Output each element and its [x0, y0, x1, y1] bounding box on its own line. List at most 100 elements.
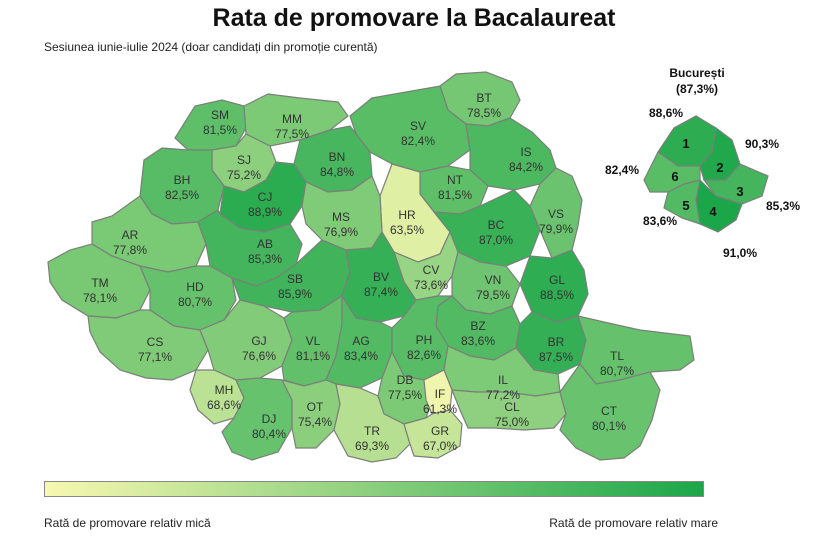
county-value-label: 76,6%	[242, 349, 276, 363]
county-value-label: 68,6%	[207, 398, 241, 412]
county-code-label: GJ	[251, 334, 266, 348]
county-code-label: DJ	[262, 412, 277, 426]
county-code-label: BC	[488, 218, 505, 232]
county-value-label: 77,5%	[388, 388, 422, 402]
county-value-label: 78,1%	[83, 291, 117, 305]
legend-gradient-bar	[44, 481, 704, 497]
county-tm	[47, 243, 151, 319]
county-code-label: HD	[186, 280, 204, 294]
county-value-label: 69,3%	[355, 439, 389, 453]
county-value-label: 67,0%	[423, 439, 457, 453]
county-value-label: 79,9%	[539, 222, 573, 236]
county-code-label: MH	[215, 383, 234, 397]
county-code-label: CV	[423, 263, 440, 277]
county-code-label: VS	[548, 207, 564, 221]
county-vs	[529, 167, 583, 259]
county-code-label: CT	[601, 404, 618, 418]
county-code-label: SB	[287, 272, 303, 286]
counties-layer	[47, 71, 695, 463]
sector-number-label: 4	[709, 204, 717, 219]
sector-value-label: 91,0%	[723, 246, 757, 260]
sector-number-label: 6	[671, 169, 678, 184]
county-code-label: CL	[504, 400, 520, 414]
county-dj	[221, 377, 293, 461]
county-code-label: CJ	[258, 190, 273, 204]
county-code-label: SJ	[237, 153, 251, 167]
county-gl	[519, 249, 589, 323]
county-ag	[325, 293, 393, 389]
county-cs	[87, 309, 209, 381]
bucharest-total: (87,3%)	[676, 82, 718, 96]
sector-value-label: 82,4%	[605, 163, 639, 177]
county-value-label: 82,5%	[165, 188, 199, 202]
county-value-label: 63,5%	[390, 223, 424, 237]
bucharest-inset: București (87,3%) 1 88,6% 2 90,3% 3 85,3% 4 91,…	[605, 66, 800, 260]
county-value-label: 82,6%	[407, 348, 441, 362]
county-value-label: 84,8%	[320, 165, 354, 179]
county-value-label: 78,5%	[467, 106, 501, 120]
county-value-label: 80,7%	[178, 295, 212, 309]
county-code-label: SV	[410, 119, 426, 133]
sector-number-label: 3	[736, 184, 743, 199]
legend-low-label: Rată de promovare relativ mică	[44, 516, 211, 530]
county-code-label: MM	[282, 112, 302, 126]
county-value-label: 80,1%	[592, 419, 626, 433]
county-value-label: 75,0%	[495, 415, 529, 429]
county-code-label: BT	[476, 91, 492, 105]
county-value-label: 81,1%	[296, 349, 330, 363]
map-title: Rata de promovare la Bacalaureat	[212, 4, 616, 32]
county-value-label: 85,9%	[278, 287, 312, 301]
county-code-label: NT	[447, 173, 464, 187]
county-value-label: 79,5%	[476, 288, 510, 302]
county-code-label: VN	[485, 273, 502, 287]
county-value-label: 77,8%	[113, 243, 147, 257]
county-br	[515, 311, 587, 375]
county-code-label: PH	[416, 333, 433, 347]
sector-number-label: 5	[682, 198, 689, 213]
county-value-label: 84,2%	[509, 160, 543, 174]
county-code-label: IL	[498, 373, 508, 387]
map-subtitle: Sesiunea iunie-iulie 2024 (doar candidaț…	[44, 40, 378, 54]
county-value-label: 81,5%	[203, 123, 237, 137]
county-code-label: AG	[352, 334, 369, 348]
county-code-label: BV	[373, 270, 389, 284]
county-value-label: 80,4%	[252, 427, 286, 441]
county-code-label: GR	[431, 424, 449, 438]
county-code-label: MS	[332, 210, 350, 224]
county-tl	[577, 315, 695, 385]
sector-value-label: 88,6%	[649, 106, 683, 120]
county-value-label: 81,5%	[438, 188, 472, 202]
county-value-label: 83,4%	[344, 349, 378, 363]
bucharest-sectors-layer: 1 88,6% 2 90,3% 3 85,3% 4 91,0% 5 83,6% 6 82,4%	[605, 106, 800, 260]
county-code-label: IS	[520, 145, 531, 159]
county-code-label: GL	[549, 273, 565, 287]
county-value-label: 88,9%	[248, 205, 282, 219]
sector-number-label: 2	[716, 160, 723, 175]
bucharest-sector-6	[643, 151, 701, 193]
county-code-label: DB	[397, 373, 414, 387]
county-code-label: TM	[91, 276, 108, 290]
county-code-label: BR	[548, 335, 565, 349]
county-value-label: 83,6%	[461, 334, 495, 348]
county-code-label: BN	[329, 150, 346, 164]
county-code-label: BZ	[470, 319, 485, 333]
county-value-label: 88,5%	[540, 288, 574, 302]
county-value-label: 85,3%	[248, 252, 282, 266]
bucharest-title: București	[669, 66, 724, 80]
sector-value-label: 85,3%	[766, 199, 800, 213]
county-value-label: 80,7%	[600, 364, 634, 378]
county-value-label: 61,3%	[423, 402, 457, 416]
county-hd	[139, 265, 237, 331]
county-code-label: AR	[122, 228, 139, 242]
county-value-label: 75,2%	[227, 168, 261, 182]
county-value-label: 87,0%	[479, 233, 513, 247]
county-gr	[403, 409, 463, 459]
county-value-label: 73,6%	[414, 278, 448, 292]
legend-high-label: Rată de promovare relativ mare	[549, 516, 718, 530]
county-value-label: 82,4%	[401, 134, 435, 148]
county-cl	[451, 389, 567, 431]
county-value-label: 76,9%	[324, 225, 358, 239]
county-code-label: TR	[364, 424, 380, 438]
county-labels-layer: SM81,5%MM77,5%BT78,5%SV82,4%SJ75,2%BN84,…	[83, 91, 634, 453]
